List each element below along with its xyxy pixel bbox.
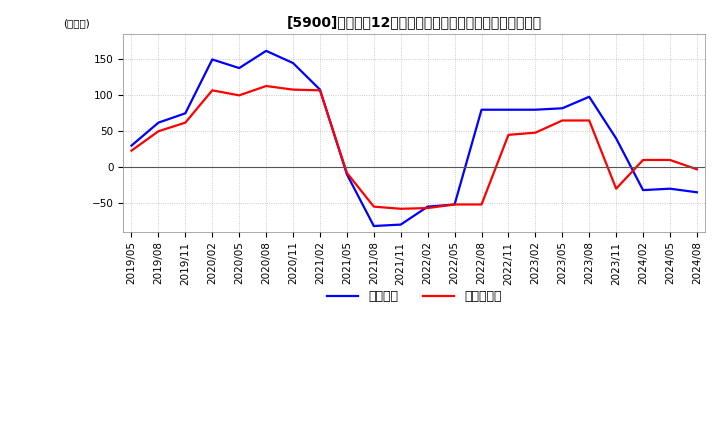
経常利益	[208, 57, 217, 62]
経常利益	[450, 202, 459, 207]
経常利益	[235, 66, 243, 71]
経常利益	[666, 186, 675, 191]
経常利益	[585, 94, 593, 99]
当期純利益	[181, 120, 189, 125]
経常利益	[504, 107, 513, 112]
当期純利益	[262, 84, 271, 89]
Title: [5900]　利益の12か月移動合計の対前年同期増減額の推移: [5900] 利益の12か月移動合計の対前年同期増減額の推移	[287, 15, 541, 29]
当期純利益	[639, 158, 647, 163]
当期純利益	[235, 93, 243, 98]
経常利益	[693, 190, 701, 195]
当期純利益	[343, 170, 351, 176]
当期純利益	[423, 205, 432, 211]
経常利益	[397, 222, 405, 227]
当期純利益	[289, 87, 297, 92]
経常利益	[127, 143, 136, 148]
経常利益	[423, 204, 432, 209]
経常利益	[612, 136, 621, 141]
Legend: 経常利益, 当期純利益: 経常利益, 当期純利益	[322, 286, 507, 308]
当期純利益	[208, 88, 217, 93]
経常利益	[262, 48, 271, 54]
当期純利益	[612, 186, 621, 191]
Line: 当期純利益: 当期純利益	[132, 86, 697, 209]
当期純利益	[315, 88, 324, 93]
経常利益	[558, 106, 567, 111]
経常利益	[289, 60, 297, 66]
当期純利益	[666, 158, 675, 163]
当期純利益	[585, 118, 593, 123]
当期純利益	[477, 202, 486, 207]
当期純利益	[558, 118, 567, 123]
当期純利益	[397, 206, 405, 212]
経常利益	[477, 107, 486, 112]
経常利益	[154, 120, 163, 125]
当期純利益	[154, 128, 163, 134]
経常利益	[181, 111, 189, 116]
経常利益	[343, 172, 351, 177]
当期純利益	[369, 204, 378, 209]
当期純利益	[450, 202, 459, 207]
Line: 経常利益: 経常利益	[132, 51, 697, 226]
経常利益	[531, 107, 540, 112]
Y-axis label: (百万円): (百万円)	[63, 18, 90, 29]
当期純利益	[127, 148, 136, 153]
当期純利益	[504, 132, 513, 137]
当期純利益	[693, 167, 701, 172]
経常利益	[639, 187, 647, 193]
経常利益	[315, 87, 324, 92]
当期純利益	[531, 130, 540, 136]
経常利益	[369, 224, 378, 229]
